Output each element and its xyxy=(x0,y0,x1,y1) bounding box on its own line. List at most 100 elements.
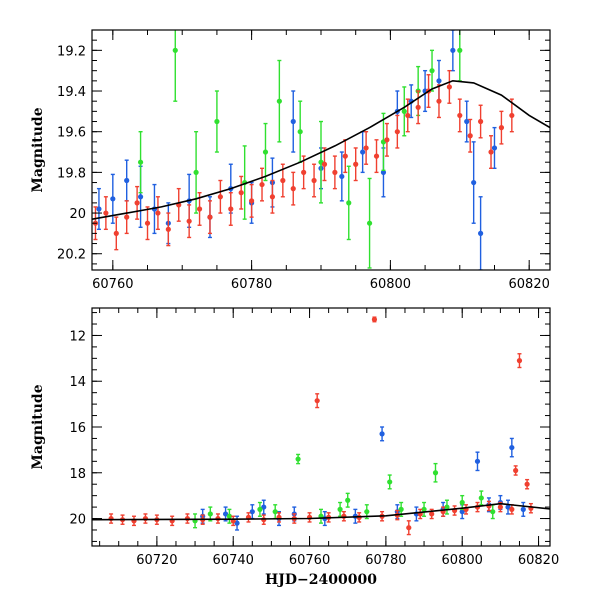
data-point xyxy=(415,90,421,125)
bottom-y-tick-label: 14 xyxy=(69,375,86,390)
data-point xyxy=(193,130,199,214)
data-point xyxy=(257,501,263,517)
top-y-tick-label: 19.2 xyxy=(57,44,86,59)
data-point xyxy=(176,187,182,222)
data-point xyxy=(169,515,175,527)
bottom-x-tick-label: 60740 xyxy=(213,553,254,568)
data-point xyxy=(124,200,130,235)
data-point xyxy=(387,474,393,490)
top-x-tick-label: 60780 xyxy=(231,277,272,292)
bottom-y-tick-label: 12 xyxy=(69,329,86,344)
data-point xyxy=(459,494,465,511)
top-data-layer xyxy=(92,30,550,270)
data-point xyxy=(524,478,530,490)
data-point xyxy=(406,520,412,536)
data-point xyxy=(429,49,435,92)
data-point xyxy=(345,492,351,508)
data-point xyxy=(509,98,515,133)
bottom-x-tick-label: 60780 xyxy=(365,553,406,568)
top-model-curve xyxy=(92,79,550,220)
data-point xyxy=(214,90,220,153)
bottom-x-tick-label: 60720 xyxy=(136,553,177,568)
data-point xyxy=(297,100,303,163)
data-point xyxy=(228,192,234,226)
data-point xyxy=(505,499,511,515)
x-axis-label: HJD−2400000 xyxy=(265,572,377,588)
data-point xyxy=(342,139,348,174)
top-panel-frame xyxy=(91,29,551,271)
bottom-y-tick-label: 20 xyxy=(69,513,86,528)
top-y-tick-label: 19.6 xyxy=(57,126,86,141)
data-point xyxy=(373,139,380,174)
data-point xyxy=(451,505,458,516)
data-point xyxy=(96,187,102,231)
bottom-series-2 xyxy=(108,316,534,536)
data-point xyxy=(172,30,178,102)
data-point xyxy=(478,490,484,506)
top-plot-area: 60760 60780 60800 60820 19.2 19.4 19.6 19.8 20 20… xyxy=(57,29,550,292)
data-point xyxy=(217,179,223,214)
top-panel: 60760 60780 60800 60820 19.2 19.4 19.6 19.8 20 20… xyxy=(30,29,551,292)
data-point xyxy=(144,206,151,241)
data-point xyxy=(184,513,191,524)
bottom-panel: 60720 60740 60760 60780 60800 60820 12 14 16 18 20… xyxy=(30,307,559,588)
data-point xyxy=(360,130,366,174)
bottom-data-layer xyxy=(92,316,550,536)
data-point xyxy=(341,510,347,522)
data-point xyxy=(113,216,119,251)
data-point xyxy=(306,512,313,523)
data-point xyxy=(103,196,109,231)
data-point xyxy=(516,353,523,369)
data-point xyxy=(186,204,192,239)
bottom-y-axis-label: Magnitude xyxy=(30,384,46,469)
data-point xyxy=(207,200,213,235)
data-point xyxy=(513,465,519,476)
data-point xyxy=(249,183,255,218)
bottom-series-1 xyxy=(192,453,496,529)
data-point xyxy=(471,141,477,224)
bottom-panel-frame xyxy=(91,307,551,547)
data-point xyxy=(134,185,140,220)
data-point xyxy=(498,110,505,145)
top-x-tick-label: 60760 xyxy=(92,277,133,292)
data-point xyxy=(520,501,526,517)
data-point xyxy=(353,147,359,182)
data-point xyxy=(380,112,387,172)
data-point xyxy=(421,501,427,517)
top-y-tick-label: 19.8 xyxy=(57,166,86,181)
data-point xyxy=(457,30,463,82)
bottom-x-tick-label: 60760 xyxy=(289,553,330,568)
data-point xyxy=(509,437,515,458)
data-point xyxy=(339,151,345,202)
data-point xyxy=(366,177,373,269)
data-point xyxy=(276,512,282,523)
data-point xyxy=(371,316,378,323)
data-point xyxy=(450,30,456,72)
data-point xyxy=(332,155,338,190)
data-point xyxy=(528,502,534,514)
data-point xyxy=(474,451,481,472)
top-x-tick-label: 60820 xyxy=(509,277,550,292)
data-point xyxy=(226,508,232,524)
data-point xyxy=(478,104,484,139)
data-point xyxy=(384,122,390,157)
data-point xyxy=(259,167,265,202)
data-point xyxy=(478,196,484,270)
data-point xyxy=(290,171,296,206)
top-x-tick-label: 60800 xyxy=(370,277,411,292)
top-y-axis-label: Magnitude xyxy=(30,107,46,192)
data-point xyxy=(346,165,352,241)
data-point xyxy=(401,86,407,137)
data-point xyxy=(337,501,343,517)
data-point xyxy=(234,515,240,531)
data-point xyxy=(108,513,114,524)
data-point xyxy=(446,69,452,104)
data-point xyxy=(436,84,442,119)
data-point xyxy=(321,147,328,182)
bottom-x-tick-label: 60800 xyxy=(442,553,483,568)
data-point xyxy=(155,196,161,231)
data-point xyxy=(192,513,198,529)
top-series-1 xyxy=(137,30,463,269)
data-point xyxy=(432,462,439,483)
